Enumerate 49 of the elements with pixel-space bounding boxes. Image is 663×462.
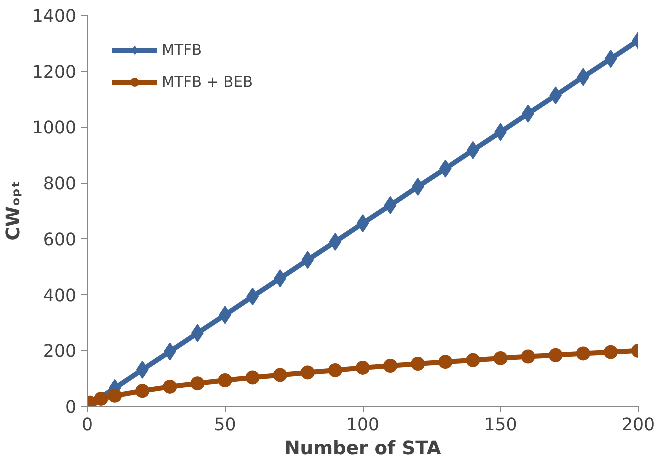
y-tick-label: 1000: [32, 118, 77, 139]
point: [136, 360, 149, 379]
x-axis-title: Number of STA: [284, 438, 442, 460]
point: [328, 363, 342, 378]
point: [163, 380, 178, 394]
y-tick-label: 1200: [32, 62, 77, 83]
point: [302, 251, 314, 270]
x-tick-label: 200: [622, 416, 656, 436]
point: [604, 345, 618, 360]
x-tick-label: 0: [82, 416, 94, 436]
y-tick-label: 400: [43, 286, 77, 306]
y-tick-label: 800: [43, 174, 77, 195]
y-tick-label: 1400: [32, 7, 77, 27]
x-tick-label: 150: [484, 416, 518, 436]
point: [439, 160, 452, 178]
point: [466, 353, 480, 368]
point: [190, 376, 205, 391]
legend-label: MTFB + BEB: [162, 74, 254, 90]
point: [356, 360, 370, 375]
point: [94, 392, 108, 406]
point: [300, 366, 315, 380]
y-tick-label: 600: [43, 230, 77, 250]
point: [108, 388, 122, 403]
legend-label: MTFB: [162, 42, 202, 58]
point: [136, 384, 150, 398]
point: [412, 178, 424, 196]
y-tick-label: 200: [43, 342, 77, 362]
point: [246, 370, 260, 385]
x-tick-label: 50: [214, 416, 236, 436]
x-tick-label: 100: [346, 416, 380, 436]
point: [438, 355, 453, 370]
y-tick-label: 0: [65, 398, 77, 418]
point: [494, 351, 508, 366]
point: [548, 348, 563, 362]
point: [164, 342, 176, 361]
point: [329, 233, 342, 251]
point: [218, 374, 232, 388]
point: [273, 368, 288, 382]
point: [384, 359, 398, 373]
point: [604, 50, 618, 68]
point: [577, 68, 590, 86]
point: [274, 270, 287, 288]
point: [521, 350, 536, 364]
point: [411, 357, 426, 372]
point: [356, 214, 370, 233]
point: [576, 346, 590, 361]
y-axis-title: CWₒₚₜ: [3, 181, 24, 241]
point: [550, 86, 562, 105]
point: [384, 196, 397, 214]
